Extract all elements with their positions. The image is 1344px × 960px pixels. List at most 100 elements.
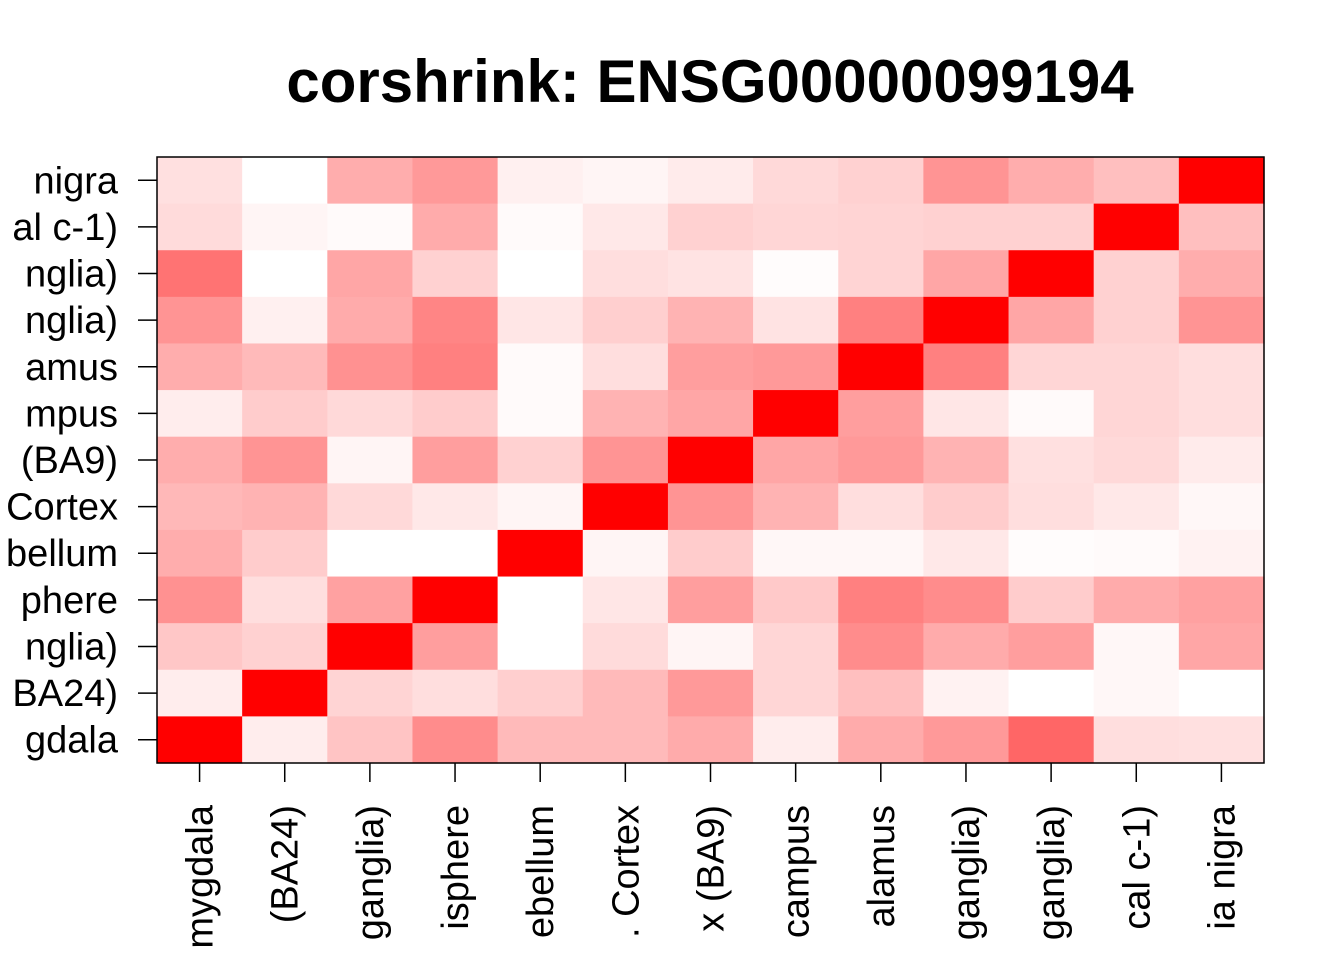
x-tick-label: alamus: [861, 805, 903, 928]
heatmap-cell: [1093, 390, 1180, 438]
heatmap-cell: [1008, 250, 1095, 298]
heatmap-cell: [1008, 529, 1095, 578]
heatmap-cell: [1008, 623, 1095, 671]
heatmap-cell: [327, 390, 414, 438]
heatmap-cell: [497, 669, 584, 717]
heatmap-cell: [753, 203, 839, 251]
heatmap-cell: [157, 250, 243, 298]
heatmap-cell: [412, 390, 499, 438]
heatmap-cell: [242, 529, 328, 578]
heatmap-cell: [1093, 157, 1180, 205]
heatmap-cell: [753, 250, 839, 298]
heatmap-cell: [1093, 623, 1180, 671]
heatmap-cell: [923, 483, 1010, 531]
heatmap-cell: [412, 250, 499, 298]
heatmap-cell: [582, 529, 669, 578]
heatmap-cell: [667, 296, 754, 345]
x-tick-label: cal c-1): [1116, 805, 1158, 930]
heatmap-cell: [157, 343, 243, 391]
heatmap-cell: [1178, 576, 1265, 624]
heatmap-cell: [582, 296, 669, 345]
heatmap-cell: [1093, 716, 1180, 764]
heatmap-cell: [582, 343, 669, 391]
heatmap-cell: [838, 483, 924, 531]
heatmap-cell: [923, 203, 1010, 251]
heatmap-cell: [667, 203, 754, 251]
heatmap-cell: [327, 716, 414, 764]
heatmap-cell: [667, 529, 754, 578]
heatmap-cell: [412, 157, 499, 205]
heatmap-cell: [327, 296, 414, 345]
heatmap-cell: [157, 483, 243, 531]
heatmap-cell: [838, 390, 924, 438]
heatmap-cell: [497, 483, 584, 531]
heatmap-cell: [1008, 296, 1095, 345]
heatmap-cell: [1093, 529, 1180, 578]
heatmap-cell: [1008, 390, 1095, 438]
y-tick-label: nglia): [25, 254, 118, 296]
y-tick-label: nigra: [34, 160, 119, 202]
x-tick-label: isphere: [435, 805, 477, 930]
x-tick-label: ebellum: [520, 805, 562, 938]
heatmap-cell: [1008, 203, 1095, 251]
heatmap-cell: [923, 716, 1010, 764]
chart-title: corshrink: ENSG00000099194: [286, 48, 1134, 115]
heatmap-cell: [1008, 483, 1095, 531]
heatmap-cell: [242, 716, 328, 764]
heatmap-cell: [838, 623, 924, 671]
heatmap-cell: [1008, 576, 1095, 624]
heatmap-cell: [838, 576, 924, 624]
x-tick-label: . Cortex: [605, 805, 647, 938]
heatmap-cell: [497, 250, 584, 298]
heatmap-cell: [838, 343, 924, 391]
heatmap-cell: [753, 343, 839, 391]
heatmap-cell: [667, 250, 754, 298]
heatmap-cell: [582, 623, 669, 671]
heatmap-cell: [923, 436, 1010, 484]
heatmap-cell: [582, 716, 669, 764]
heatmap-cell: [1178, 716, 1265, 764]
heatmap-cell: [412, 716, 499, 764]
heatmap-cell: [582, 669, 669, 717]
heatmap-cell: [1008, 716, 1095, 764]
heatmap-cell: [497, 390, 584, 438]
heatmap-cell: [412, 483, 499, 531]
heatmap-cell: [1008, 436, 1095, 484]
heatmap-cell: [412, 529, 499, 578]
heatmap-cell: [1178, 390, 1265, 438]
heatmap-cell: [412, 203, 499, 251]
y-tick-label: nglia): [25, 626, 118, 668]
x-tick-label: (BA24): [265, 805, 307, 923]
heatmap-cell: [1093, 203, 1180, 251]
heatmap-cell: [923, 250, 1010, 298]
heatmap-cell: [157, 203, 243, 251]
heatmap-cell: [667, 669, 754, 717]
heatmap-cell: [667, 576, 754, 624]
y-tick-label: amus: [25, 347, 118, 389]
heatmap-cell: [497, 623, 584, 671]
heatmap-cell: [753, 529, 839, 578]
heatmap-cell: [412, 623, 499, 671]
heatmap-cell: [753, 623, 839, 671]
heatmap-cell: [1178, 250, 1265, 298]
heatmap-cell: [497, 296, 584, 345]
y-tick-label: (BA9): [21, 440, 118, 482]
heatmap-cell: [157, 157, 243, 205]
heatmap-cell: [157, 716, 243, 764]
heatmap-cell: [582, 250, 669, 298]
heatmap-cell: [242, 623, 328, 671]
heatmap-cell: [1008, 343, 1095, 391]
heatmap-cell: [923, 529, 1010, 578]
x-tick-label: x (BA9): [691, 805, 733, 932]
heatmap-cell: [1178, 623, 1265, 671]
heatmap-cell: [753, 716, 839, 764]
heatmap-cell: [1008, 157, 1095, 205]
heatmap-cell: [1093, 436, 1180, 484]
heatmap-cell: [582, 157, 669, 205]
heatmap-cell: [327, 483, 414, 531]
heatmap-cell: [497, 343, 584, 391]
heatmap-cell: [923, 390, 1010, 438]
heatmap-cell: [157, 576, 243, 624]
heatmap-cell: [1178, 529, 1265, 578]
